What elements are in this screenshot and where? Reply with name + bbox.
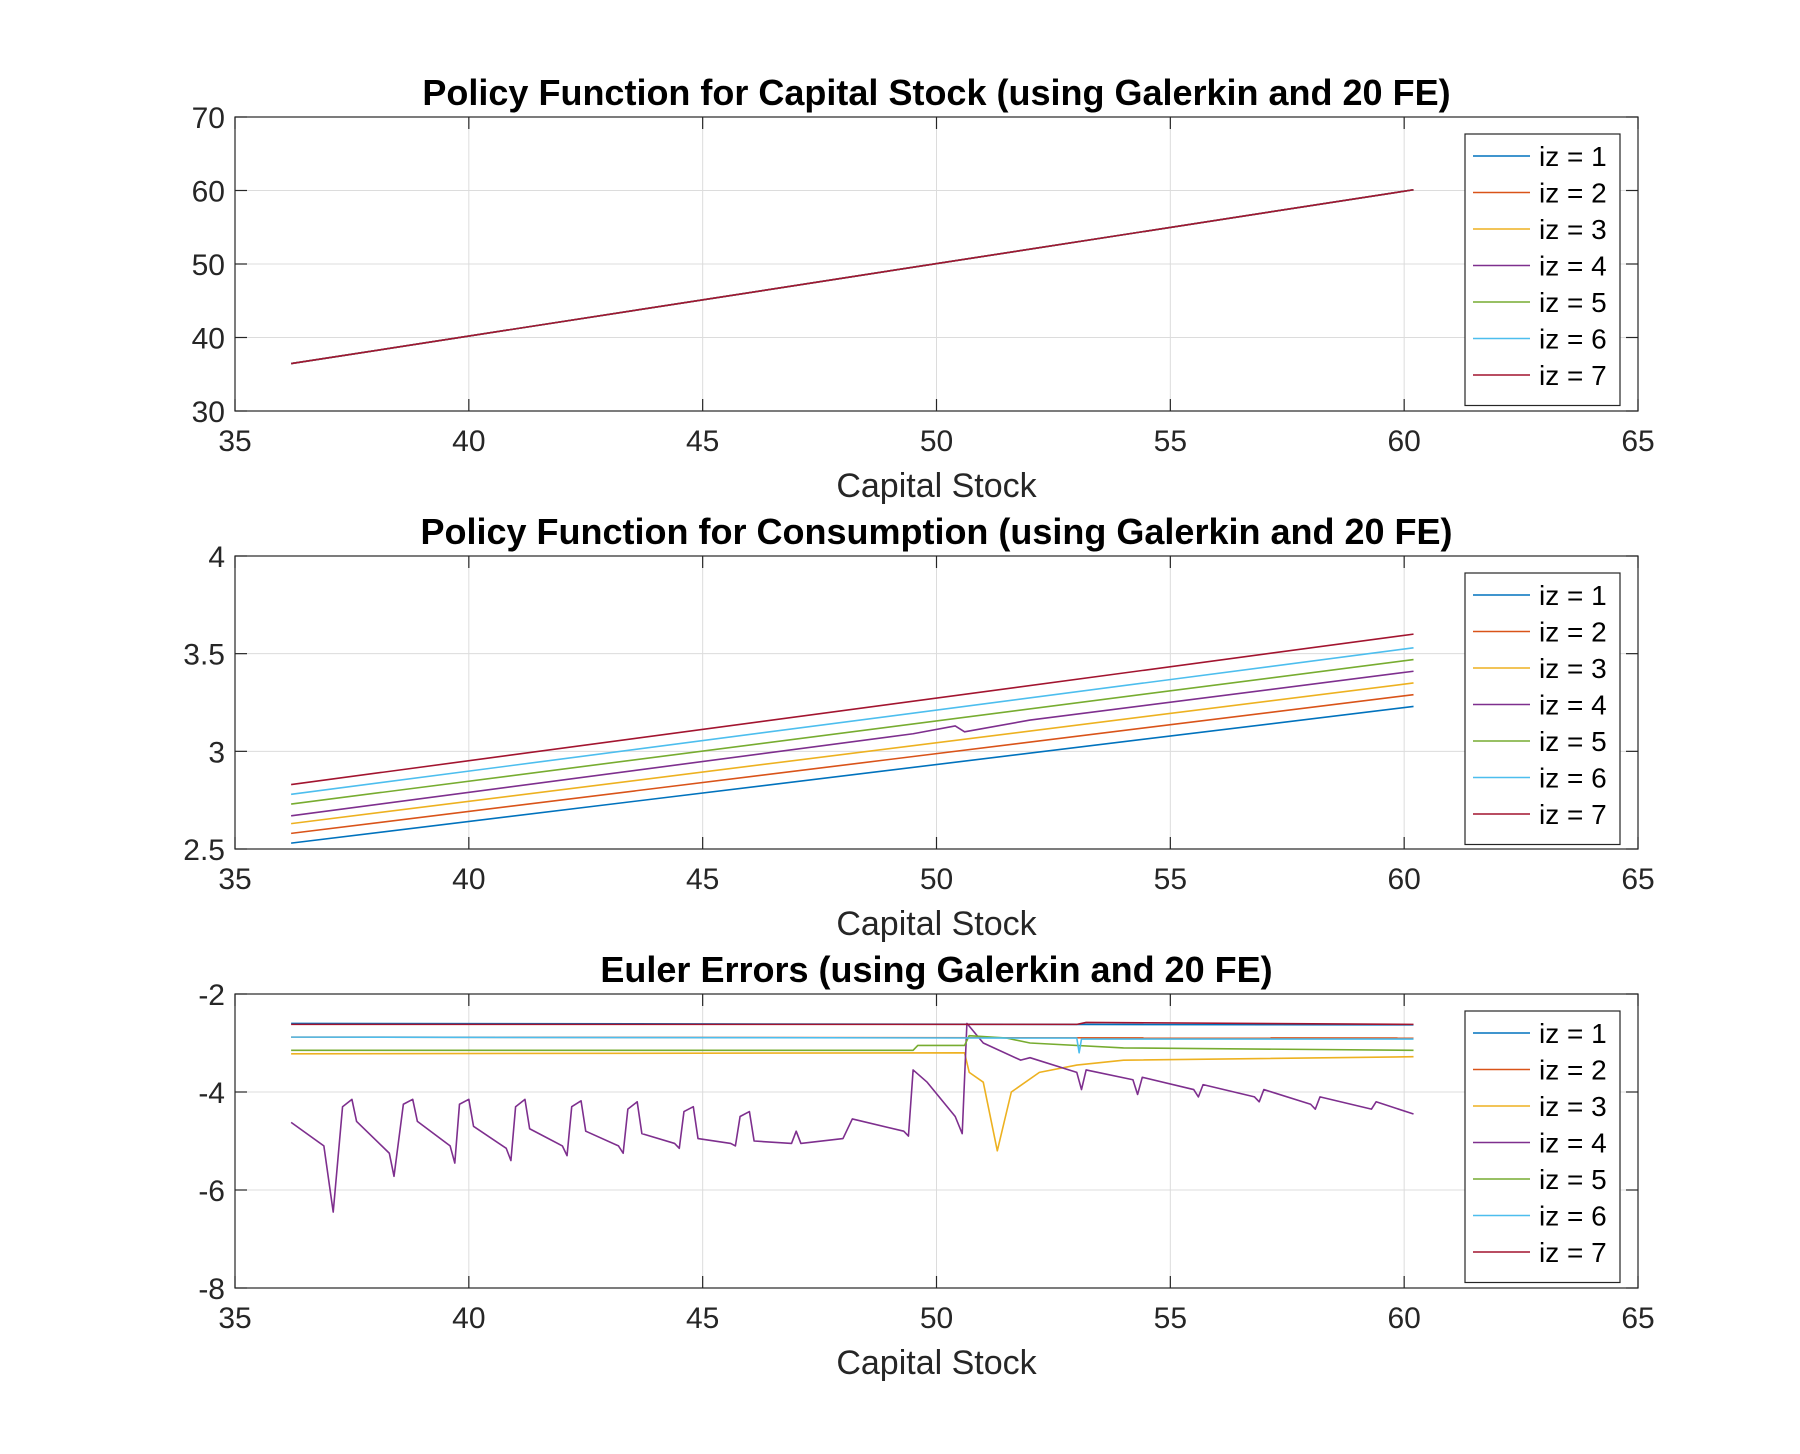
legend-label-iz-5: iz = 5 — [1539, 1164, 1607, 1195]
chart-title: Policy Function for Capital Stock (using… — [422, 72, 1450, 113]
x-tick-label: 35 — [218, 1302, 251, 1335]
y-tick-label: 4 — [208, 541, 225, 574]
x-tick-label: 55 — [1154, 863, 1187, 896]
x-tick-label: 60 — [1387, 425, 1420, 458]
legend-label-iz-7: iz = 7 — [1539, 799, 1607, 830]
series-line-iz-4 — [291, 670, 1414, 817]
legend-label-iz-1: iz = 1 — [1539, 580, 1607, 611]
legend-label-iz-2: iz = 2 — [1539, 1055, 1607, 1086]
x-tick-label: 35 — [218, 425, 251, 458]
legend-label-iz-5: iz = 5 — [1539, 726, 1607, 757]
x-tick-label: 45 — [686, 425, 719, 458]
legend-label-iz-3: iz = 3 — [1539, 653, 1607, 684]
legend-box — [1464, 572, 1621, 846]
x-tick-label: 35 — [218, 863, 251, 896]
legend-label-iz-6: iz = 6 — [1539, 1201, 1607, 1232]
y-tick-label: -2 — [198, 979, 225, 1012]
x-tick-label: 65 — [1621, 1302, 1654, 1335]
series-line-iz-3 — [291, 1052, 1414, 1152]
chart-title: Euler Errors (using Galerkin and 20 FE) — [600, 949, 1272, 990]
x-tick-label: 50 — [920, 425, 953, 458]
y-tick-label: 50 — [192, 249, 225, 282]
x-tick-label: 45 — [686, 1302, 719, 1335]
chart-title: Policy Function for Consumption (using G… — [420, 511, 1452, 552]
legend-label-iz-6: iz = 6 — [1539, 763, 1607, 794]
series-line-iz-4 — [290, 1022, 1414, 1213]
legend-label-iz-7: iz = 7 — [1539, 360, 1607, 391]
series-line-iz-5 — [291, 658, 1414, 805]
y-tick-label: -8 — [198, 1273, 225, 1306]
series-line-iz-6 — [291, 1036, 1414, 1054]
legend-label-iz-3: iz = 3 — [1539, 1091, 1607, 1122]
x-tick-label: 65 — [1621, 863, 1654, 896]
legend-label-iz-4: iz = 4 — [1539, 1128, 1607, 1159]
x-tick-label: 40 — [452, 1302, 485, 1335]
x-tick-label: 65 — [1621, 425, 1654, 458]
x-axis-label: Capital Stock — [836, 905, 1037, 943]
legend: iz = 1 iz = 2 iz = 3 iz = 4 iz = 5 iz = 6 iz =… — [1464, 133, 1621, 407]
y-tick-label: 70 — [192, 102, 225, 135]
series-line-iz-6 — [291, 647, 1414, 796]
y-tick-label: 3.5 — [183, 639, 225, 672]
legend: iz = 1 iz = 2 iz = 3 iz = 4 iz = 5 iz = 6 iz =… — [1464, 1010, 1621, 1284]
legend-box — [1464, 133, 1621, 407]
x-tick-label: 55 — [1154, 425, 1187, 458]
legend-label-iz-5: iz = 5 — [1539, 287, 1607, 318]
series-line-iz-2 — [291, 693, 1414, 835]
legend-label-iz-1: iz = 1 — [1539, 1018, 1607, 1049]
y-tick-label: 3 — [208, 736, 225, 769]
legend-box — [1464, 1010, 1621, 1284]
legend: iz = 1 iz = 2 iz = 3 iz = 4 iz = 5 iz = 6 iz =… — [1464, 572, 1621, 846]
y-tick-label: 60 — [192, 176, 225, 209]
series-line-iz-3 — [291, 682, 1414, 825]
subplot-3: 35 40 45 50 55 60 65 -8 -6 -4 -2 Euler Errors (usin… — [198, 949, 1654, 1382]
legend-label-iz-1: iz = 1 — [1539, 141, 1607, 172]
legend-label-iz-6: iz = 6 — [1539, 324, 1607, 355]
x-tick-label: 50 — [920, 1302, 953, 1335]
x-tick-label: 45 — [686, 863, 719, 896]
y-tick-label: 2.5 — [183, 834, 225, 867]
legend-label-iz-2: iz = 2 — [1539, 617, 1607, 648]
subplot-1: 35 40 45 50 55 60 65 30 40 50 60 70 Policy Function … — [192, 72, 1655, 505]
y-tick-label: 30 — [192, 396, 225, 429]
legend-label-iz-4: iz = 4 — [1539, 690, 1607, 721]
series-line-iz-7 — [291, 1021, 1414, 1026]
x-tick-label: 40 — [452, 425, 485, 458]
series-line-iz-7 — [290, 188, 1414, 365]
legend-label-iz-3: iz = 3 — [1539, 214, 1607, 245]
series-line-iz-7 — [291, 633, 1414, 786]
series-line-iz-5 — [291, 1034, 1414, 1052]
x-tick-label: 50 — [920, 863, 953, 896]
legend-label-iz-2: iz = 2 — [1539, 178, 1607, 209]
legend-label-iz-4: iz = 4 — [1539, 251, 1607, 282]
series-line-iz-1 — [291, 705, 1414, 844]
x-tick-label: 60 — [1387, 863, 1420, 896]
y-tick-label: -6 — [198, 1175, 225, 1208]
x-axis-label: Capital Stock — [836, 467, 1037, 505]
subplot-2: 35 40 45 50 55 60 65 2.5 3 3.5 4 Policy Function fo… — [183, 511, 1654, 943]
x-tick-label: 60 — [1387, 1302, 1420, 1335]
x-axis-label: Capital Stock — [836, 1344, 1037, 1382]
x-tick-label: 40 — [452, 863, 485, 896]
legend-label-iz-7: iz = 7 — [1539, 1237, 1607, 1268]
y-tick-label: -4 — [198, 1077, 225, 1110]
x-tick-label: 55 — [1154, 1302, 1187, 1335]
y-tick-label: 40 — [192, 323, 225, 356]
